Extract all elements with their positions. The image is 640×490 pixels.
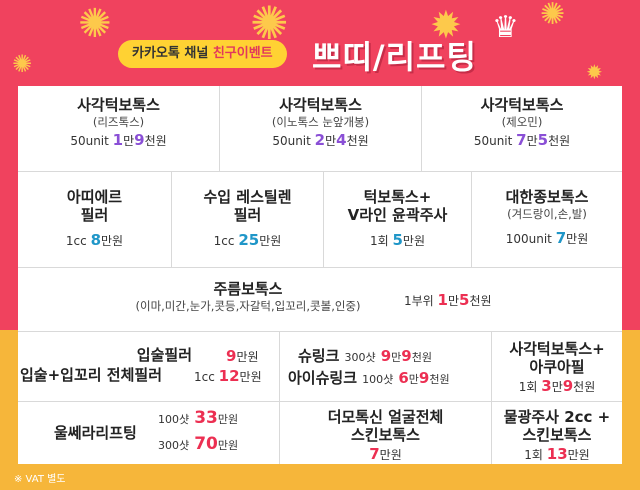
item-title: 대한종보톡스 bbox=[505, 188, 589, 206]
item-price: 100unit 7만원 bbox=[505, 229, 589, 247]
item-subtitle: (이마,미간,눈가,콧등,자갈턱,입꼬리,콧볼,인중) bbox=[135, 299, 361, 313]
item-title: 사각턱보톡스 bbox=[279, 96, 362, 114]
item-price: 1cc 12만원 bbox=[194, 367, 262, 385]
item-title: 아쿠아필 bbox=[529, 358, 585, 376]
item-title: 수입 레스틸렌 bbox=[203, 188, 292, 206]
item-price: 50unit 7만5천원 bbox=[473, 131, 571, 149]
price-card-jaw-botox-rizz: 사각턱보톡스 (리즈톡스) 50unit 1만9천원 bbox=[18, 86, 220, 172]
item-title: 턱보톡스+ bbox=[363, 188, 432, 206]
item-price: 1회 13만원 bbox=[524, 445, 590, 463]
item-title: 사각턱보톡스 bbox=[77, 96, 160, 114]
item-title: 사각턱보톡스 bbox=[480, 96, 564, 114]
item-title: 아띠에르 bbox=[66, 188, 123, 206]
item-title: 슈링크 bbox=[298, 347, 340, 365]
item-title: 스킨보톡스 bbox=[350, 426, 420, 444]
item-price: 9만원 bbox=[226, 347, 259, 365]
item-title: 주름보톡스 bbox=[213, 280, 283, 298]
item-price: 50unit 1만9천원 bbox=[70, 131, 167, 149]
price-card-ulthera: 울쎄라리프팅 100샷 33만원 300샷 70만원 bbox=[18, 402, 280, 464]
price-card-hyperhidrosis-botox: 대한종보톡스 (겨드랑이,손,발) 100unit 7만원 bbox=[472, 172, 622, 268]
vat-note: ※ VAT 별도 bbox=[14, 474, 66, 485]
price-card-jaw-vline: 턱보톡스+ V라인 윤곽주사 1회 5만원 bbox=[324, 172, 472, 268]
firework-decoration-icon: ✺ bbox=[540, 0, 566, 32]
price-card-atier-filler: 아띠에르 필러 1cc 8만원 bbox=[18, 172, 172, 268]
event-badge-event: 친구이벤트 bbox=[212, 46, 273, 61]
item-title: 필러 bbox=[233, 206, 262, 224]
item-title: 더모톡신 얼굴전체 bbox=[327, 408, 444, 426]
item-title: V라인 윤곽주사 bbox=[347, 206, 448, 224]
item-price: 1회 3만9천원 bbox=[518, 377, 596, 395]
firework-decoration-icon: ✹ bbox=[586, 60, 603, 84]
item-price: 1부위 1만5천원 bbox=[404, 291, 492, 309]
item-price: 7만원 bbox=[369, 445, 402, 463]
item-title: 사각턱보톡스+ bbox=[509, 340, 605, 358]
price-card-jaw-aquapeel: 사각턱보톡스+ 아쿠아필 1회 3만9천원 bbox=[492, 332, 622, 402]
item-subtitle: (겨드랑이,손,발) bbox=[507, 207, 587, 221]
event-badge-channel: 카카오톡 채널 bbox=[132, 46, 209, 61]
price-card-dermotoxin: 더모톡신 얼굴전체 스킨보톡스 7만원 bbox=[280, 402, 492, 464]
item-price: 1회 5만원 bbox=[369, 231, 426, 249]
item-title: 입술+입꼬리 전체필러 bbox=[20, 366, 162, 384]
item-title: 스킨보톡스 bbox=[522, 426, 592, 444]
price-card-lip-filler: 입술필러 9만원 입술+입꼬리 전체필러 1cc 12만원 bbox=[18, 332, 280, 402]
item-subtitle: (이노톡스 눈앞개봉) bbox=[271, 115, 370, 129]
item-title: 입술필러 bbox=[136, 346, 192, 364]
item-price: 50unit 2만4천원 bbox=[272, 131, 369, 149]
item-title: 아이슈링크 bbox=[288, 369, 358, 387]
firework-decoration-icon: ✺ bbox=[78, 1, 112, 47]
firework-decoration-icon: ✺ bbox=[12, 50, 33, 78]
item-title: 울쎄라리프팅 bbox=[54, 424, 137, 442]
page-title: 쁘띠/리프팅 bbox=[312, 38, 477, 76]
crown-icon: ♛ bbox=[492, 10, 519, 45]
price-card-jaw-botox-inno: 사각턱보톡스 (이노톡스 눈앞개봉) 50unit 2만4천원 bbox=[220, 86, 422, 172]
item-price: 1cc 8만원 bbox=[65, 231, 124, 249]
price-card-shurink: 슈링크 300샷 9만9천원 아이슈링크 100샷 6만9천원 bbox=[280, 332, 492, 402]
firework-decoration-icon: ✺ bbox=[250, 0, 289, 50]
item-title: 물광주사 2cc + bbox=[503, 408, 611, 426]
item-title: 필러 bbox=[80, 206, 109, 224]
item-subtitle: (리즈톡스) bbox=[92, 115, 145, 129]
firework-decoration-icon: ✹ bbox=[430, 3, 462, 47]
price-card-water-glow: 물광주사 2cc + 스킨보톡스 1회 13만원 bbox=[492, 402, 622, 464]
price-card-restylane-filler: 수입 레스틸렌 필러 1cc 25만원 bbox=[172, 172, 324, 268]
price-table: 사각턱보톡스 (리즈톡스) 50unit 1만9천원 사각턱보톡스 (이노톡스 … bbox=[18, 86, 622, 464]
event-badge: 카카오톡 채널 친구이벤트 bbox=[118, 40, 287, 68]
item-subtitle: (제오민) bbox=[501, 115, 543, 129]
price-card-jaw-botox-xeomin: 사각턱보톡스 (제오민) 50unit 7만5천원 bbox=[422, 86, 622, 172]
price-card-wrinkle-botox: 주름보톡스 (이마,미간,눈가,콧등,자갈턱,입꼬리,콧볼,인중) 1부위 1만… bbox=[18, 268, 622, 332]
item-price: 1cc 25만원 bbox=[213, 231, 282, 249]
